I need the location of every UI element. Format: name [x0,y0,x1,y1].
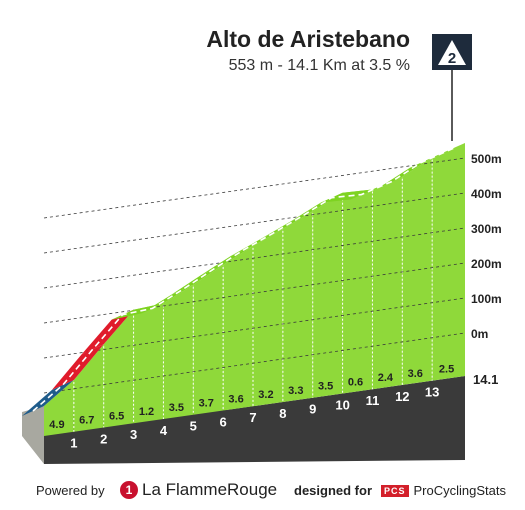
segment-front-4 [133,303,164,424]
gridline-400 [43,192,466,254]
ytick-label: 400m [471,187,502,201]
segment-front-8 [253,228,283,407]
profile-faces [22,376,465,464]
segment-top-11 [320,189,373,203]
profile-segment-fills [44,143,465,436]
left-side-face [22,406,44,464]
page-subtitle: 553 m - 14.1 Km at 3.5 % [228,57,410,74]
segment-front-10 [312,192,343,398]
km-marker-4: 4 [160,423,168,438]
gridline-300 [43,227,466,289]
km-marker-5: 5 [190,419,197,434]
gradient-label-8: 3.2 [258,389,273,401]
segment-front-9 [282,211,313,402]
gradient-label-3: 6.5 [109,410,124,422]
gradient-label-4: 1.2 [139,406,154,418]
segment-front-2 [73,344,104,432]
la-flamme-rouge-label: La FlammeRouge [142,480,278,499]
powered-by-label: Powered by [36,483,105,498]
gridline-0 [43,332,466,394]
gradient-label-2: 6.7 [79,415,94,427]
designed-for-label: designed for [294,483,373,498]
gridline-500 [43,157,466,219]
km-marker-9: 9 [309,402,316,417]
segment-top-3 [81,309,134,355]
km-marker-13: 13 [425,385,439,400]
ytick-label: 200m [471,257,502,271]
mountain-icon [438,40,466,65]
gradient-label-5: 3.5 [169,402,184,414]
gradient-label-9: 3.3 [288,385,303,397]
ytick-label: 500m [471,152,502,166]
la-flamme-rouge-logo[interactable]: 1 La FlammeRouge [120,480,277,500]
segment-front-1 [44,379,74,436]
ytick-label: 300m [471,222,502,236]
segment-front-13 [402,157,433,385]
km-marker-1: 1 [70,436,77,451]
gradient-label-14: 2.5 [439,363,454,375]
km-marker-11: 11 [366,393,380,408]
flame-logo-icon: 1 [120,481,138,499]
segment-front-6 [193,265,224,415]
ytick-label: 0m [471,327,488,341]
segment-top-1 [22,379,74,416]
profile-centre-line [32,147,455,412]
page-title: Alto de Aristebano [206,26,410,52]
procyclingstats-logo[interactable]: PCS ProCyclingStats [381,483,506,498]
segment-top-4 [111,303,164,320]
gradient-label-11: 0.6 [348,376,363,388]
segment-front-14 [432,143,465,381]
procyclingstats-label: ProCyclingStats [413,483,506,498]
gradient-label-7: 3.6 [228,393,243,405]
gridline-200 [43,262,466,324]
km-marker-3: 3 [130,427,137,442]
category-number: 2 [448,50,456,67]
gradient-label-13: 3.6 [408,368,423,380]
segment-front-12 [372,176,403,390]
profile-top-rim [22,143,465,416]
profile-labels: 0m 100m 200m 300m 400m 500m 4.9 6.7 6.5 1.2 3.5 3.7… [49,152,501,451]
segment-front-5 [163,284,194,419]
km-marker-10: 10 [335,397,349,412]
km-marker-8: 8 [279,406,286,421]
end-distance-label: 14.1 [473,372,498,387]
gradient-label-12: 2.4 [378,372,394,384]
km-band-front [44,376,465,464]
elevation-gridlines [43,157,466,394]
pcs-logo-icon: PCS [381,485,409,497]
segment-front-11 [342,189,373,394]
km-marker-2: 2 [100,431,107,446]
gridline-100 [43,297,466,359]
km-marker-7: 7 [249,410,256,425]
segment-front-3 [103,309,134,428]
gradient-label-10: 3.5 [318,381,333,393]
km-marker-6: 6 [220,414,227,429]
km-divider-lines [73,159,433,432]
km-marker-12: 12 [395,389,409,404]
gradient-label-1: 4.9 [49,419,64,431]
gradient-label-6: 3.7 [199,398,214,410]
category-badge: 2 [432,34,472,141]
segment-front-7 [223,245,254,411]
ytick-label: 100m [471,292,502,306]
